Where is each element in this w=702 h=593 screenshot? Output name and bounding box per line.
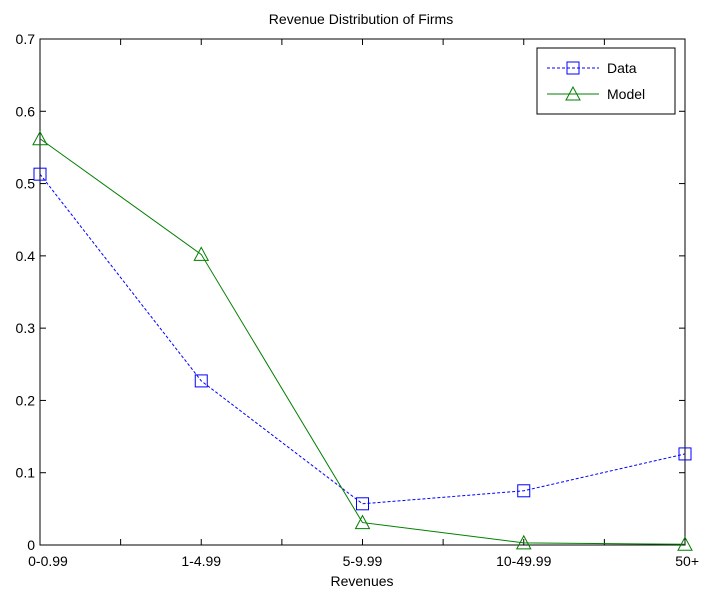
y-axis: 0 0.1 0.2 0.3 0.4 0.5 0.6 0.7 [16, 31, 685, 553]
legend-item-model: Model [547, 85, 645, 102]
x-tick-label: 0-0.99 [28, 553, 68, 569]
y-tick-label: 0.2 [16, 392, 36, 408]
series-layer [32, 130, 693, 551]
data-point-data [33, 167, 47, 181]
legend-marker [565, 85, 581, 101]
x-tick-label: 5-9.99 [343, 553, 383, 569]
series-line-model [39, 138, 686, 545]
series-model [32, 130, 693, 551]
legend-item-data: Data [547, 60, 637, 76]
data-point-data [356, 497, 369, 511]
y-tick-label: 0.6 [16, 103, 36, 119]
y-tick-label: 0.4 [16, 248, 36, 264]
y-tick-label: 0 [27, 537, 35, 553]
data-point-model [354, 514, 371, 530]
x-tick-label: 50+ [675, 553, 699, 569]
data-point-model [677, 536, 693, 551]
x-axis-label: Revenues [330, 573, 393, 589]
legend-box [536, 47, 676, 115]
x-axis: 0-0.99 1-4.99 5-9.99 10-49.99 50+ [28, 39, 699, 569]
data-point-data [194, 374, 208, 388]
legend: Data Model [536, 47, 676, 115]
legend-label: Data [607, 60, 637, 76]
legend-marker [566, 61, 580, 75]
data-point-model [193, 246, 210, 261]
data-point-model [32, 130, 48, 146]
y-tick-label: 0.3 [16, 320, 36, 336]
x-tick-label: 1-4.99 [181, 553, 221, 569]
legend-label: Model [607, 86, 645, 102]
series-line-data [39, 173, 686, 505]
plot-frame [39, 38, 686, 546]
series-data [33, 167, 692, 511]
y-tick-label: 0.1 [16, 465, 36, 481]
data-point-data [517, 484, 531, 498]
data-point-data [678, 447, 692, 461]
chart-title: Revenue Distribution of Firms [269, 11, 453, 27]
y-tick-label: 0.7 [16, 31, 36, 47]
y-tick-label: 0.5 [16, 176, 36, 192]
x-tick-label: 10-49.99 [496, 553, 551, 569]
data-point-model [515, 534, 532, 550]
